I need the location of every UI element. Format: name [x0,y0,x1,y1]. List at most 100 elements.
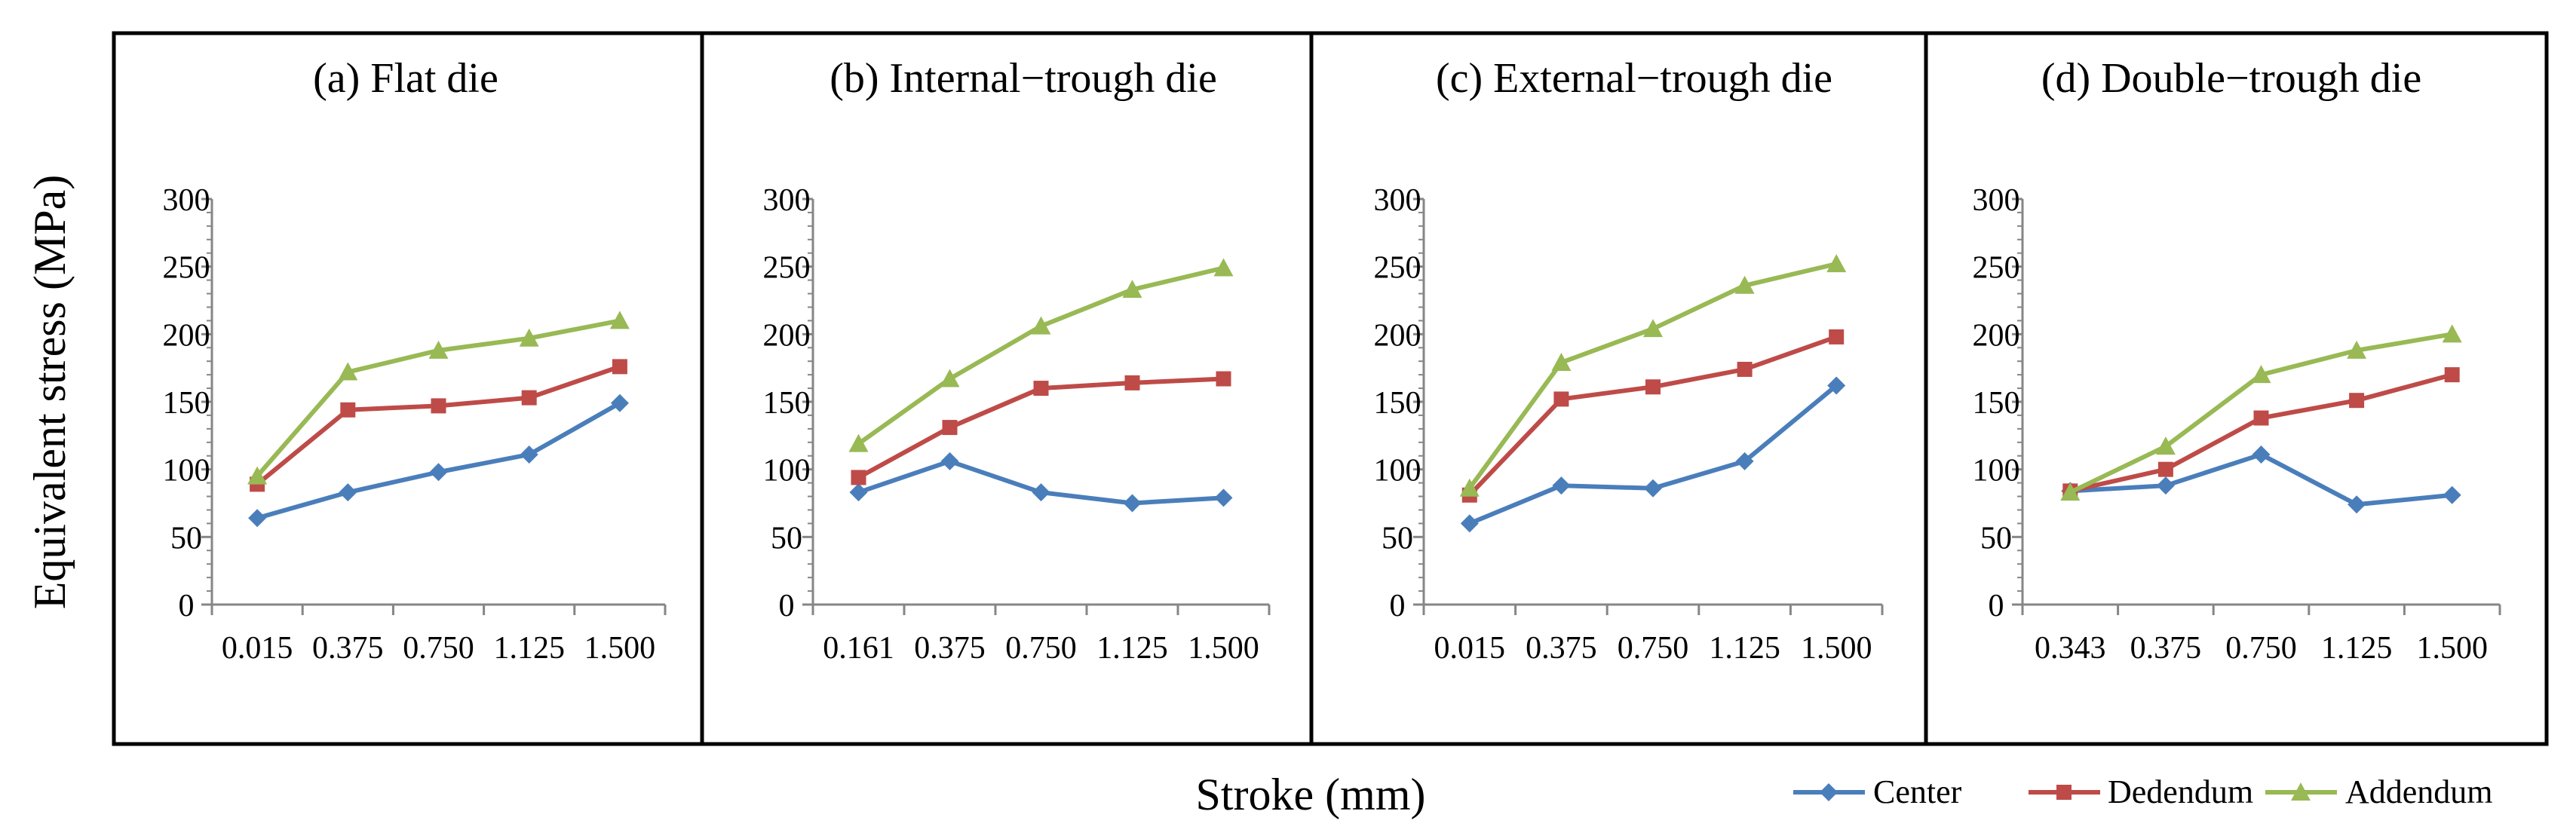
data-point-dedendum [2444,367,2460,383]
x-tick-label: 0.015 [222,631,293,666]
x-tick-label: 1.500 [2416,631,2488,666]
y-tick-label: 0 [1989,589,2004,623]
y-tick-label: 250 [1374,251,1421,286]
series-line-center [256,401,621,521]
panel-a: (a) Flat die 0 50 100 150 200 250 300 0.015 0.37… [163,55,667,666]
x-tick-label: 1.500 [584,631,656,666]
legend-entry-addendum: Addendum [2265,773,2493,810]
panel-b: (b) Internal−trough die 0 50 100 150 200 250 3… [763,55,1271,666]
data-point-center [248,509,267,528]
x-tick-label: 0.750 [2225,631,2297,666]
y-tick-label: 200 [163,318,210,353]
data-point-dedendum [1124,375,1140,390]
diamond-marker-icon [1820,783,1838,801]
y-tick-label: 150 [163,386,210,421]
panel-d: (d) Double−trough die 0 50 100 150 200 250 300… [1973,55,2501,666]
data-point-addendum [1122,280,1142,299]
data-point-dedendum [340,402,356,418]
x-tick-label: 0.750 [1005,631,1077,666]
y-tick-label: 300 [1374,183,1421,218]
legend-entry-center: Center [1793,773,1962,810]
series-line-center [1468,384,1838,526]
data-point-center [1735,452,1754,470]
series-center [849,452,1233,513]
panel-title: (c) External−trough die [1436,55,1832,102]
triangle-marker-icon [2291,782,2311,801]
x-tick-label: 0.375 [1526,631,1597,666]
data-point-addendum [1551,352,1572,371]
data-point-center [2156,476,2175,495]
y-tick-label: 100 [763,454,811,488]
y-tick-label: 250 [1973,251,2020,286]
square-marker-icon [2056,785,2072,800]
y-tick-label: 0 [179,589,195,623]
data-point-center [1827,376,1846,395]
data-point-center [2443,485,2461,504]
x-tick-label: 0.750 [1618,631,1689,666]
panel-title: (b) Internal−trough die [830,55,1217,102]
x-tick-label: 0.375 [2130,631,2202,666]
data-point-addendum [428,340,449,359]
legend-label-addendum: Addendum [2345,773,2493,810]
y-tick-label: 200 [763,318,811,353]
data-point-dedendum [942,420,958,436]
x-tick-label: 1.125 [1096,631,1168,666]
data-point-center [849,483,868,502]
y-axis-title: Equivalent stress (MPa) [25,175,75,610]
panel-title: (a) Flat die [313,55,498,102]
y-tick-label: 150 [763,386,811,421]
series-center [1460,376,1846,533]
figure-frame [112,31,2549,746]
data-point-center [2252,445,2271,464]
data-point-center [1460,514,1479,533]
data-point-center [1123,494,1142,513]
legend-label-dedendum: Dedendum [2108,773,2253,810]
data-point-center [1644,479,1662,498]
data-point-center [1214,488,1233,507]
data-point-addendum [247,466,268,485]
y-tick-label: 100 [1374,454,1421,488]
y-tick-label: 100 [1973,454,2020,488]
data-point-center [610,393,629,412]
x-tick-label: 0.375 [312,631,384,666]
y-tick-label: 300 [1973,183,2020,218]
series-line-addendum [857,265,1225,446]
data-point-dedendum [521,390,537,406]
x-tick-label: 1.125 [493,631,565,666]
x-tick-label: 1.500 [1801,631,1872,666]
y-tick-label: 50 [1382,521,1413,556]
data-point-center [1552,476,1571,495]
y-tick-label: 250 [163,251,210,286]
data-point-dedendum [2349,393,2365,409]
series-addendum [247,311,630,485]
y-tick-label: 150 [1973,386,2020,421]
data-point-addendum [1643,319,1663,338]
data-point-dedendum [1216,371,1231,387]
data-point-dedendum [1033,381,1049,397]
series-addendum [848,258,1234,452]
data-point-addendum [2060,482,2081,501]
data-point-addendum [338,362,358,381]
y-tick-label: 50 [1980,521,2012,556]
data-point-addendum [1459,478,1480,497]
y-tick-label: 0 [1390,589,1406,623]
series-dedendum [2062,367,2460,499]
series-center [2061,445,2461,514]
x-tick-label: 1.500 [1188,631,1259,666]
y-tick-label: 300 [163,183,210,218]
y-tick-label: 0 [779,589,795,623]
data-point-dedendum [1829,329,1845,344]
data-point-addendum [940,369,960,387]
x-tick-label: 1.125 [2321,631,2393,666]
y-tick-label: 300 [763,183,811,218]
data-point-center [429,463,448,482]
data-point-addendum [848,433,869,452]
data-point-dedendum [2157,461,2173,477]
data-point-addendum [2442,324,2462,343]
legend-label-center: Center [1873,773,1962,810]
series-center [248,393,629,528]
x-tick-label: 0.343 [2035,631,2106,666]
legend: Center Dedendum Addendum [1793,773,2493,810]
data-point-addendum [1213,258,1234,277]
